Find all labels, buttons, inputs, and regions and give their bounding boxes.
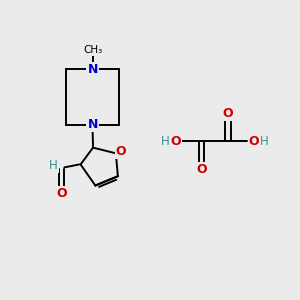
Text: O: O: [196, 163, 207, 176]
Text: O: O: [223, 107, 233, 120]
Text: N: N: [87, 118, 98, 131]
Text: O: O: [56, 188, 67, 200]
Text: CH₃: CH₃: [83, 45, 102, 55]
Text: H: H: [49, 159, 58, 172]
Text: O: O: [249, 135, 259, 148]
Text: H: H: [260, 135, 268, 148]
Text: O: O: [170, 135, 181, 148]
Text: O: O: [116, 146, 126, 158]
Text: H: H: [161, 135, 170, 148]
Text: N: N: [87, 62, 98, 76]
